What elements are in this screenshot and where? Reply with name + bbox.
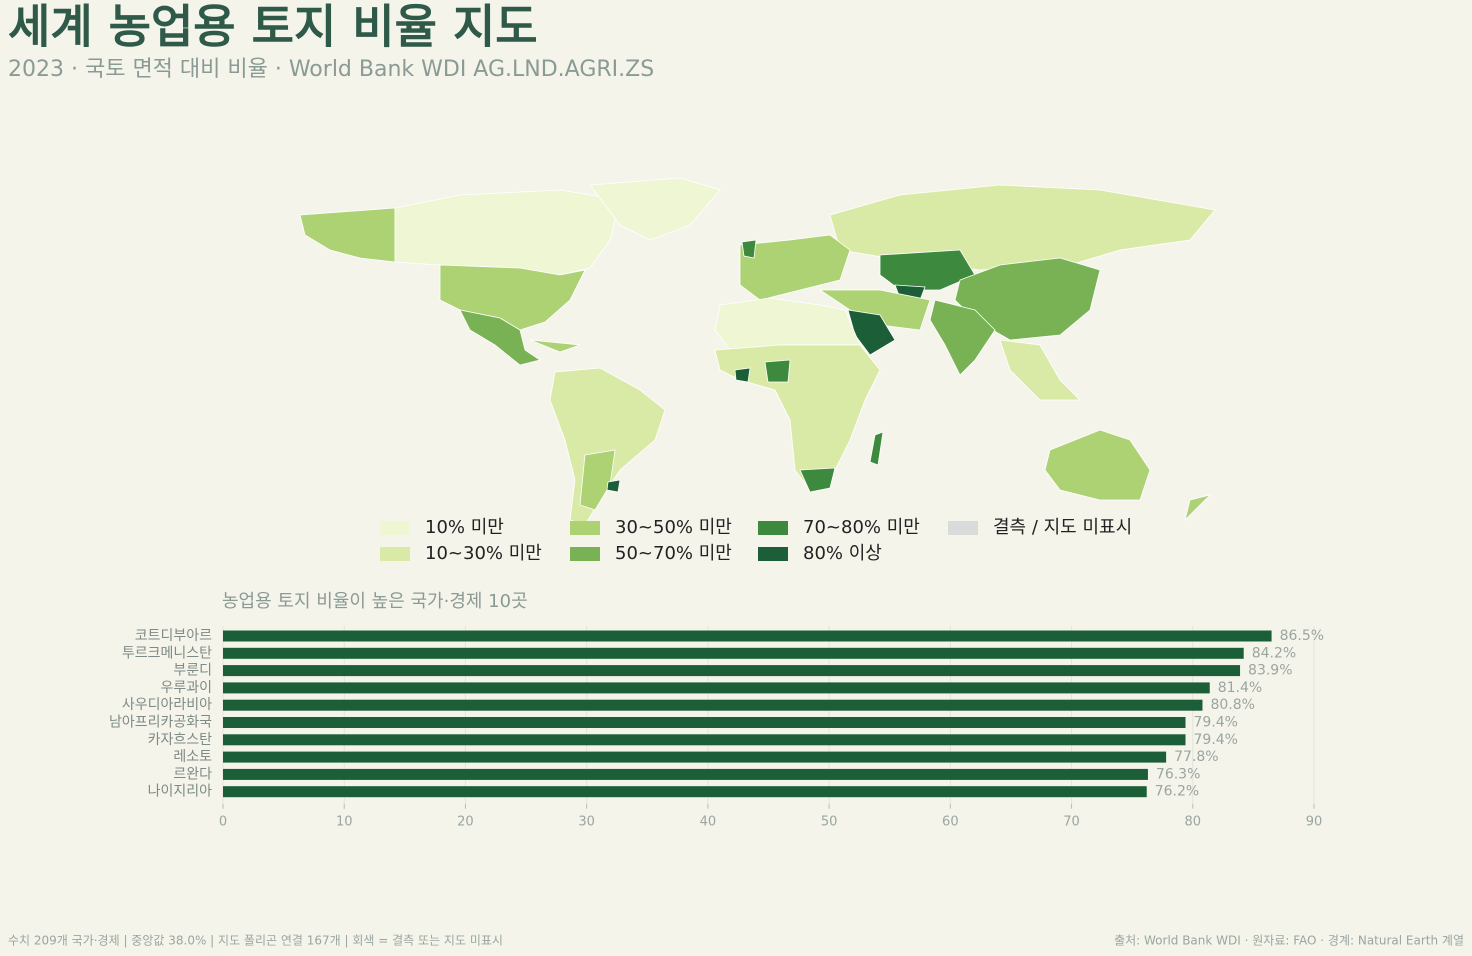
value-label: 80.8% xyxy=(1210,697,1254,713)
value-label: 76.3% xyxy=(1156,766,1200,782)
footer-note: 수치 209개 국가·경제 | 중앙값 38.0% | 지도 폴리곤 연결 16… xyxy=(8,934,503,948)
legend-label: 80% 이상 xyxy=(803,543,882,564)
bar xyxy=(223,630,1272,642)
y-tick-label: 투르크메니스탄 xyxy=(122,645,212,661)
legend-label: 70~80% 미만 xyxy=(803,517,920,538)
value-label: 77.8% xyxy=(1174,749,1218,765)
value-label: 76.2% xyxy=(1155,784,1199,800)
legend-swatch xyxy=(380,547,410,561)
value-label: 84.2% xyxy=(1252,645,1296,661)
legend-label: 10% 미만 xyxy=(425,517,504,538)
legend-label: 결측 / 지도 미표시 xyxy=(993,517,1132,538)
footer-source: 출처: World Bank WDI · 원자료: FAO · 경계: Natu… xyxy=(1114,934,1464,948)
legend: 10% 미만 10~30% 미만 30~50% 미만 50~70% 미만 70~80% … xyxy=(380,517,1132,564)
legend-swatch xyxy=(948,521,978,535)
y-tick-label: 카자흐스탄 xyxy=(148,732,213,748)
bar xyxy=(223,768,1148,780)
x-tick-label: 40 xyxy=(700,815,717,830)
title: 세계 농업용 토지 비율 지도 xyxy=(8,0,538,54)
y-tick-label: 레소토 xyxy=(173,749,212,765)
x-tick-label: 60 xyxy=(942,815,959,830)
bar xyxy=(223,647,1244,659)
legend-swatch xyxy=(380,521,410,535)
bar xyxy=(223,734,1186,746)
bar xyxy=(223,717,1186,728)
x-tick-label: 10 xyxy=(336,815,353,830)
y-tick-label: 르완다 xyxy=(173,766,212,782)
bar-chart: 농업용 토지 비율이 높은 국가·경제 10곳 0 10 20 30 40 50 60 70 80… xyxy=(109,591,1324,830)
legend-swatch xyxy=(758,521,788,535)
x-tick-label: 0 xyxy=(219,815,227,830)
legend-swatch xyxy=(758,547,788,561)
legend-swatch xyxy=(570,521,600,535)
x-tick-label: 30 xyxy=(578,815,595,830)
y-tick-label: 남아프리카공화국 xyxy=(109,715,212,731)
y-tick-label: 우루과이 xyxy=(160,680,212,696)
subtitle: 2023 · 국토 면적 대비 비율 · World Bank WDI AG.L… xyxy=(8,57,654,82)
chart-title: 농업용 토지 비율이 높은 국가·경제 10곳 xyxy=(222,591,528,612)
bar xyxy=(223,786,1147,798)
value-label: 81.4% xyxy=(1218,680,1262,696)
value-label: 79.4% xyxy=(1194,732,1238,748)
x-tick-label: 80 xyxy=(1185,815,1202,830)
y-tick-label: 부룬디 xyxy=(173,663,212,679)
legend-label: 50~70% 미만 xyxy=(615,543,732,564)
legend-label: 10~30% 미만 xyxy=(425,543,542,564)
x-tick-label: 90 xyxy=(1306,815,1323,830)
value-label: 86.5% xyxy=(1280,628,1324,644)
bar xyxy=(223,665,1241,677)
x-tick-label: 20 xyxy=(457,815,474,830)
y-tick-label: 나이지리아 xyxy=(148,784,213,800)
legend-label: 30~50% 미만 xyxy=(615,517,732,538)
x-tick-label: 50 xyxy=(821,815,838,830)
legend-swatch xyxy=(570,547,600,561)
x-tick-label: 70 xyxy=(1063,815,1080,830)
value-label: 83.9% xyxy=(1248,663,1292,679)
value-label: 79.4% xyxy=(1194,715,1238,731)
bar xyxy=(223,682,1210,694)
bar xyxy=(223,699,1203,711)
world-map xyxy=(299,177,1216,526)
y-tick-label: 코트디부아르 xyxy=(135,628,212,644)
y-tick-label: 사우디아라비아 xyxy=(122,697,212,713)
bar xyxy=(223,751,1167,763)
